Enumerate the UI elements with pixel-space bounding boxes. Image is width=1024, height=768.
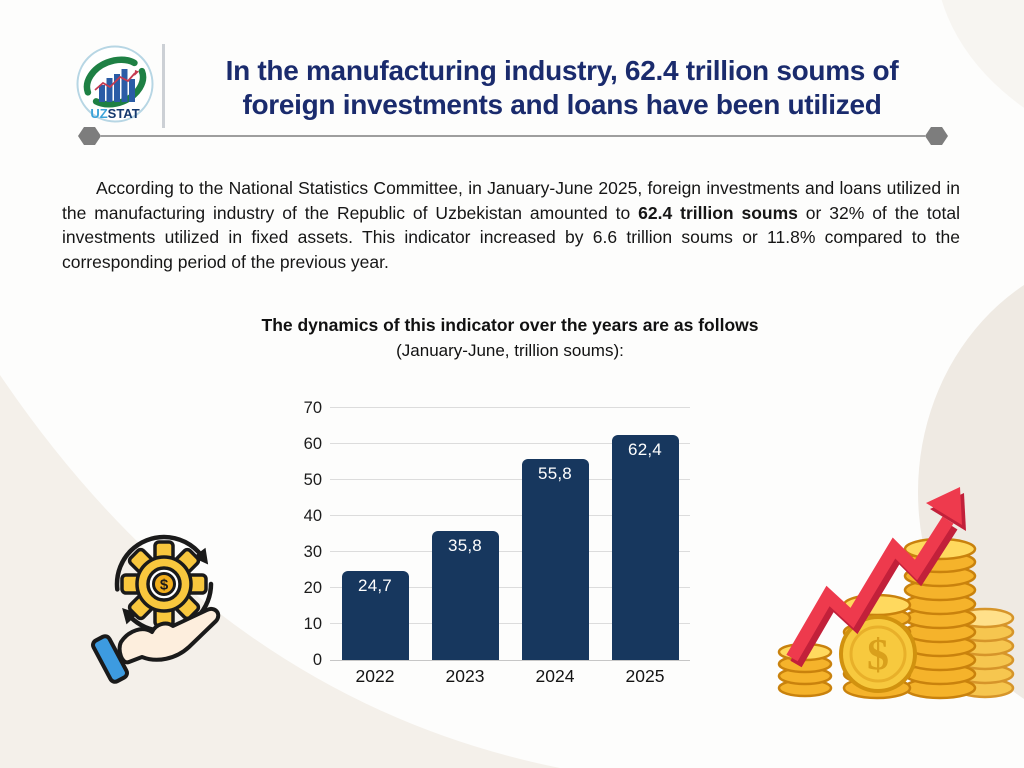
y-axis-tick: 30 bbox=[303, 543, 322, 561]
bar-2023: 35,8 bbox=[431, 531, 499, 660]
x-axis-label: 2023 bbox=[445, 666, 485, 686]
x-axis-label: 2025 bbox=[625, 666, 665, 686]
y-axis-tick: 10 bbox=[303, 615, 322, 633]
intro-paragraph: According to the National Statistics Com… bbox=[62, 176, 960, 274]
y-axis-tick: 70 bbox=[303, 399, 322, 417]
bar-value-label: 24,7 bbox=[358, 576, 392, 596]
bar-value-label: 35,8 bbox=[448, 536, 482, 556]
gridline bbox=[330, 407, 690, 408]
coin-dollar-glyph: $ bbox=[867, 630, 889, 679]
uzstat-logo: UZSTAT bbox=[74, 45, 156, 129]
gridline bbox=[330, 587, 690, 588]
bar-chart: 0 10 20 30 40 50 60 70 24,7 35,8 55,8 62,4 2022 202… bbox=[282, 400, 690, 690]
chart-subtitle: (January-June, trillion soums): bbox=[396, 341, 624, 360]
page-title-line1: In the manufacturing industry, 62.4 tril… bbox=[225, 55, 899, 86]
y-axis-tick: 20 bbox=[303, 579, 322, 597]
hand-holding-gear-dollar-icon: $ bbox=[88, 520, 236, 704]
divider-left-dot bbox=[78, 127, 101, 145]
page-title: In the manufacturing industry, 62.4 tril… bbox=[176, 54, 948, 122]
chart-title-block: The dynamics of this indicator over the … bbox=[160, 312, 860, 364]
gear-icon: $ bbox=[120, 540, 208, 628]
divider-line bbox=[101, 134, 925, 138]
dollar-coin-icon: $ bbox=[839, 615, 917, 693]
intro-text-bold: 62.4 trillion soums bbox=[638, 202, 798, 223]
bar-2025: 62,4 bbox=[611, 435, 679, 660]
x-axis-label: 2022 bbox=[355, 666, 395, 686]
bar-value-label: 55,8 bbox=[538, 464, 572, 484]
gridline bbox=[330, 479, 690, 480]
header-separator bbox=[162, 44, 165, 128]
logo-bar-chart-glyph bbox=[99, 69, 135, 102]
coins-growth-arrow-icon: $ bbox=[772, 462, 1020, 702]
bar-value-label: 62,4 bbox=[628, 440, 662, 460]
x-axis-label: 2024 bbox=[535, 666, 575, 686]
bottom-left-beige-shape bbox=[0, 375, 560, 768]
gridline bbox=[330, 623, 690, 624]
hand-icon bbox=[91, 607, 221, 684]
gridline bbox=[330, 515, 690, 516]
y-axis: 0 10 20 30 40 50 60 70 bbox=[282, 400, 322, 669]
chart-title: The dynamics of this indicator over the … bbox=[261, 315, 759, 335]
cycle-arrowhead-bottom bbox=[122, 607, 139, 625]
cycle-arrowhead-top bbox=[192, 547, 209, 565]
top-right-faint-blob bbox=[941, 0, 1024, 108]
y-axis-tick: 40 bbox=[303, 507, 322, 525]
gridline bbox=[330, 551, 690, 552]
growth-arrow-icon bbox=[786, 487, 966, 668]
intro-text-start: According to the National Statistics Com… bbox=[62, 178, 960, 223]
y-axis-tick: 0 bbox=[312, 651, 322, 669]
title-divider bbox=[78, 126, 948, 146]
chart-plot-area: 24,7 35,8 55,8 62,4 bbox=[330, 407, 690, 661]
bar-2022: 24,7 bbox=[341, 571, 409, 660]
logo-red-trend-line bbox=[94, 70, 139, 91]
logo-wordmark: UZSTAT bbox=[90, 106, 139, 121]
y-axis-tick: 50 bbox=[303, 471, 322, 489]
gridline bbox=[330, 443, 690, 444]
page-title-line2: foreign investments and loans have been … bbox=[242, 89, 882, 120]
intro-text-end: or 32% of the total investments utilized… bbox=[62, 202, 961, 272]
x-axis: 2022 2023 2024 2025 bbox=[330, 666, 690, 687]
bar-2024: 55,8 bbox=[521, 459, 589, 660]
y-axis-tick: 60 bbox=[303, 435, 322, 453]
gear-dollar-glyph: $ bbox=[160, 577, 169, 594]
divider-right-dot bbox=[925, 127, 948, 145]
